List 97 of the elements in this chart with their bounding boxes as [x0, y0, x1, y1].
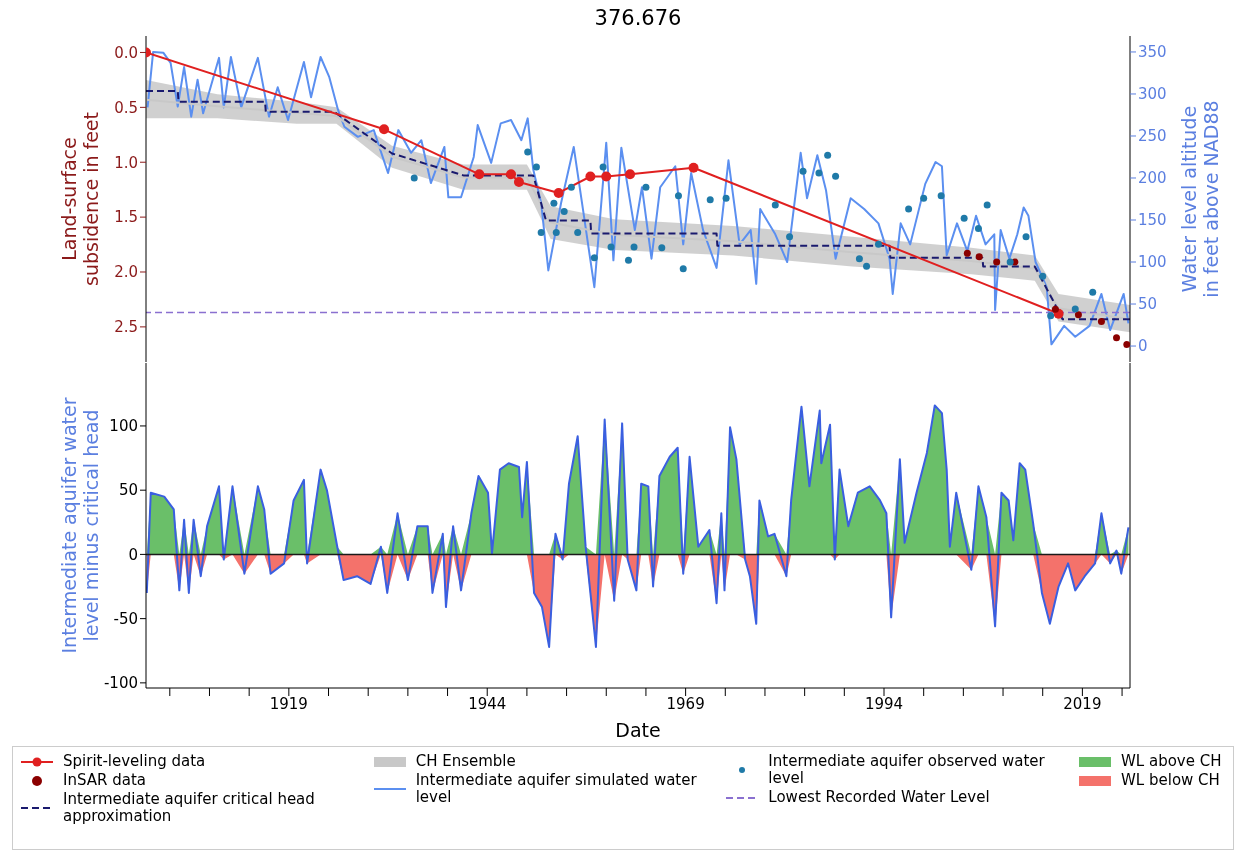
point — [974, 224, 982, 232]
chart-title: 376.676 — [593, 6, 683, 30]
y-tick-label: 100 — [109, 417, 138, 436]
point — [963, 249, 971, 257]
point — [1123, 340, 1130, 348]
y-tick-label: -50 — [113, 609, 138, 628]
point — [786, 233, 794, 241]
y-axis-title: Intermediate aquifer water level minus critical head — [58, 397, 102, 654]
line-series — [146, 404, 1130, 648]
point — [506, 169, 517, 180]
point — [524, 148, 532, 156]
point — [1071, 305, 1079, 313]
point — [410, 174, 418, 182]
point — [625, 169, 636, 180]
point — [607, 243, 615, 251]
point — [574, 229, 582, 237]
point — [1074, 311, 1082, 319]
y2-tick-label: 0 — [1138, 337, 1148, 356]
y2-tick-label: 200 — [1138, 169, 1167, 188]
point — [624, 256, 632, 264]
point — [513, 176, 524, 187]
point — [474, 169, 485, 180]
legend-label: Lowest Recorded Water Level — [768, 788, 990, 806]
point — [590, 254, 598, 262]
y-tick-label: 0.5 — [114, 98, 138, 117]
point — [863, 262, 871, 270]
point — [975, 253, 983, 261]
point — [1089, 288, 1097, 296]
point — [905, 205, 913, 213]
y2-tick-label: 300 — [1138, 85, 1167, 104]
point — [706, 196, 714, 204]
point — [771, 201, 779, 209]
y2-tick-label: 250 — [1138, 127, 1167, 146]
point — [1047, 312, 1055, 320]
point — [993, 258, 1001, 266]
point — [1113, 334, 1121, 342]
y-tick-label: 2.0 — [114, 263, 138, 282]
point — [799, 167, 807, 175]
point — [550, 199, 558, 207]
point — [1051, 305, 1059, 313]
point — [642, 183, 650, 191]
point — [960, 214, 968, 222]
legend-label: WL below CH — [1121, 771, 1220, 789]
point — [983, 201, 991, 209]
point — [874, 240, 882, 248]
point — [552, 229, 560, 237]
legend-label: InSAR data — [63, 771, 146, 789]
x-tick-label: 1919 — [269, 694, 308, 713]
point — [601, 171, 612, 182]
legend-label: Intermediate aquifer simulated water level — [415, 771, 698, 806]
y-axis-title: Land-surface subsidence in feet — [58, 111, 102, 287]
point — [658, 244, 666, 252]
y-tick-label: 0.0 — [114, 43, 138, 62]
point — [537, 229, 545, 237]
x-tick-label: 2019 — [1063, 694, 1102, 713]
x-axis-title: Date — [615, 719, 661, 741]
legend-label: Spirit-leveling data — [63, 752, 206, 770]
point — [679, 265, 687, 273]
y-tick-label: -100 — [103, 674, 138, 693]
legend-label: CH Ensemble — [415, 752, 516, 770]
x-tick-label: 1969 — [666, 694, 705, 713]
point — [1097, 317, 1105, 325]
point — [585, 171, 596, 182]
y-tick-label: 0 — [128, 545, 138, 564]
y2-tick-label: 150 — [1138, 211, 1167, 230]
point — [674, 192, 682, 200]
y-tick-label: 50 — [118, 481, 138, 500]
y2-axis-title: Water level altitude in feet above NAD88 — [1178, 100, 1222, 298]
point — [920, 194, 928, 202]
point — [832, 172, 840, 180]
x-tick-label: 1994 — [864, 694, 904, 713]
y-tick-label: 2.5 — [114, 318, 138, 337]
legend-label: Intermediate aquifer observed water level — [768, 752, 1046, 787]
point — [815, 169, 823, 177]
y2-tick-label: 350 — [1138, 43, 1167, 62]
point — [379, 124, 390, 135]
x-tick-label: 1944 — [468, 694, 507, 713]
point — [937, 192, 945, 200]
legend-label: WL above CH — [1121, 752, 1222, 770]
point — [532, 163, 540, 171]
point — [1022, 233, 1030, 241]
point — [855, 255, 863, 263]
point — [1006, 258, 1014, 266]
point — [688, 162, 699, 173]
point — [567, 183, 575, 191]
point — [1039, 272, 1047, 280]
y-tick-label: 1.0 — [114, 153, 138, 172]
point — [824, 151, 832, 159]
point — [553, 187, 564, 198]
y2-tick-label: 100 — [1138, 253, 1167, 272]
y2-tick-label: 50 — [1138, 295, 1158, 314]
legend-label: Intermediate aquifer critical head approximation — [63, 790, 316, 825]
y-tick-label: 1.5 — [114, 208, 138, 227]
point — [722, 194, 730, 202]
point — [599, 163, 607, 171]
point — [630, 243, 638, 251]
point — [560, 208, 568, 216]
